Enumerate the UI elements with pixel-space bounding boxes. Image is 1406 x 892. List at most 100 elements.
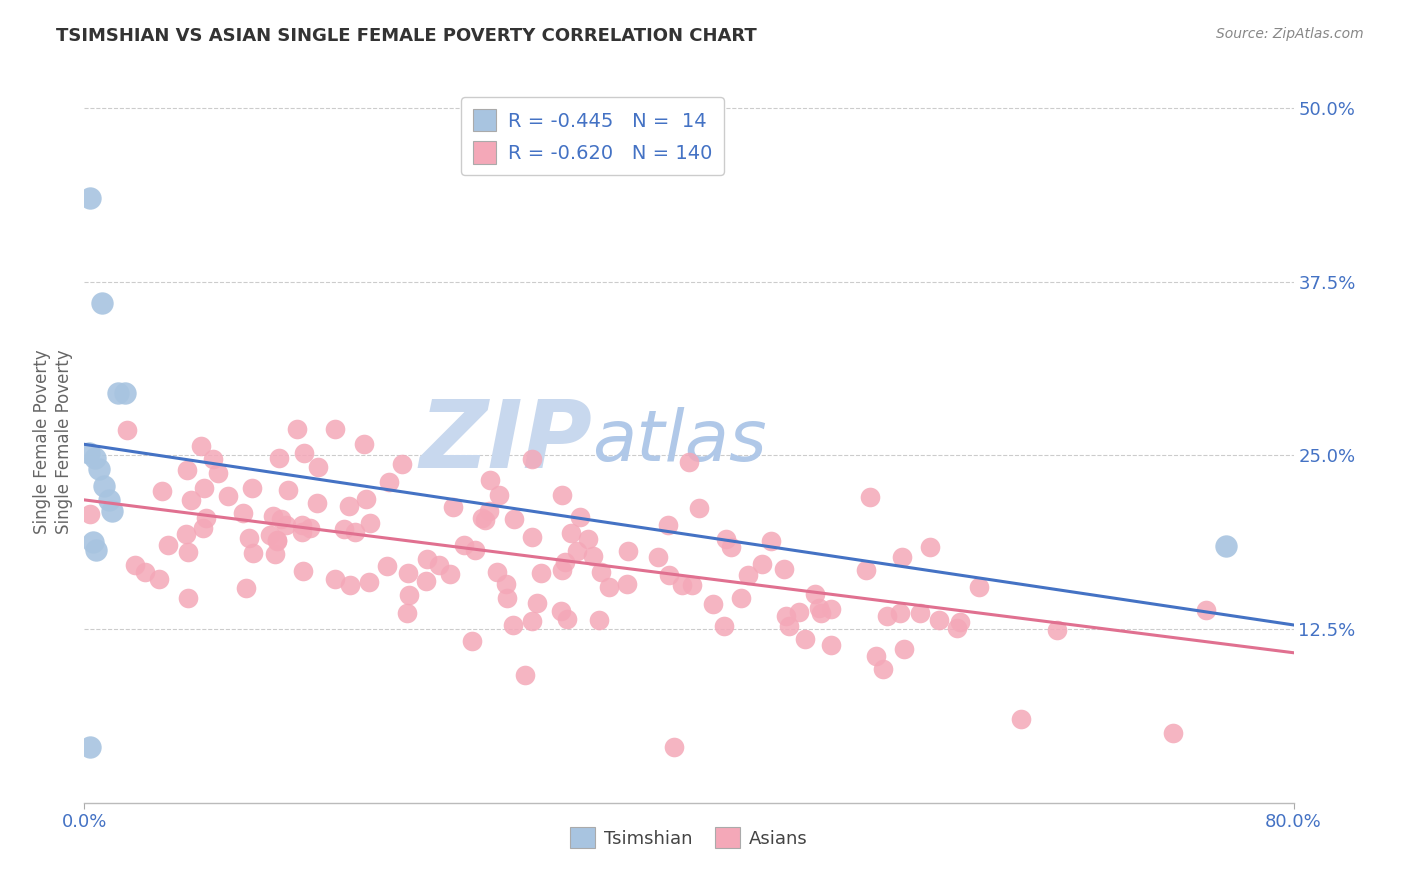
Point: [270, 512, 292, 526]
Point: [291, 518, 314, 533]
Point: [193, 481, 215, 495]
Point: [117, 423, 139, 437]
Point: [232, 506, 254, 520]
Point: [176, 462, 198, 476]
Text: Single Female Poverty: Single Female Poverty: [32, 350, 51, 533]
Point: [890, 550, 912, 565]
Point: [713, 619, 735, 633]
Point: [240, 481, 263, 495]
Point: [176, 527, 198, 541]
Point: [658, 567, 681, 582]
Point: [671, 578, 693, 592]
Point: [808, 601, 831, 615]
Point: [616, 577, 638, 591]
Point: [266, 534, 288, 549]
Point: [79, 508, 101, 522]
Point: [276, 518, 298, 533]
Point: [77, 445, 100, 459]
Point: [657, 517, 679, 532]
Point: [323, 421, 346, 435]
Point: [551, 563, 574, 577]
Point: [337, 500, 360, 514]
Point: [775, 609, 797, 624]
Point: [889, 606, 911, 620]
Point: [714, 532, 737, 546]
Point: [353, 437, 375, 451]
Point: [515, 667, 537, 681]
Point: [124, 558, 146, 573]
Point: [578, 532, 600, 546]
Point: [157, 538, 180, 552]
Point: [79, 191, 101, 205]
Point: [569, 510, 592, 524]
Point: [217, 489, 239, 503]
Point: [678, 455, 700, 469]
Point: [415, 574, 437, 589]
Point: [520, 530, 543, 544]
Point: [180, 492, 202, 507]
Point: [235, 581, 257, 595]
Point: [79, 740, 101, 755]
Point: [359, 516, 381, 530]
Point: [589, 565, 612, 579]
Point: [688, 501, 710, 516]
Point: [190, 439, 212, 453]
Point: [344, 524, 367, 539]
Point: [820, 602, 842, 616]
Point: [148, 572, 170, 586]
Point: [264, 547, 287, 561]
Point: [588, 613, 610, 627]
Point: [928, 613, 950, 627]
Point: [82, 534, 104, 549]
Point: [277, 483, 299, 498]
Point: [554, 554, 576, 568]
Point: [396, 566, 419, 580]
Point: [662, 740, 685, 755]
Point: [193, 521, 215, 535]
Point: [1195, 603, 1218, 617]
Point: [485, 566, 508, 580]
Point: [194, 511, 217, 525]
Point: [97, 492, 120, 507]
Point: [1011, 713, 1033, 727]
Point: [439, 566, 461, 581]
Point: [773, 562, 796, 576]
Point: [855, 563, 877, 577]
Point: [461, 633, 484, 648]
Point: [86, 542, 108, 557]
Point: [84, 451, 107, 466]
Text: ZIP: ZIP: [419, 395, 592, 488]
Point: [91, 295, 114, 310]
Point: [598, 580, 620, 594]
Point: [478, 504, 501, 518]
Point: [398, 588, 420, 602]
Point: [967, 580, 990, 594]
Point: [730, 591, 752, 605]
Point: [441, 500, 464, 514]
Point: [391, 458, 413, 472]
Point: [946, 621, 969, 635]
Legend: Tsimshian, Asians: Tsimshian, Asians: [562, 820, 815, 855]
Point: [93, 479, 115, 493]
Point: [617, 544, 640, 558]
Point: [737, 568, 759, 582]
Point: [803, 587, 825, 601]
Point: [267, 450, 290, 465]
Point: [332, 522, 354, 536]
Point: [908, 607, 931, 621]
Point: [682, 578, 704, 592]
Point: [291, 525, 314, 540]
Point: [100, 504, 122, 518]
Point: [865, 648, 887, 663]
Point: [949, 615, 972, 629]
Point: [471, 510, 494, 524]
Text: TSIMSHIAN VS ASIAN SINGLE FEMALE POVERTY CORRELATION CHART: TSIMSHIAN VS ASIAN SINGLE FEMALE POVERTY…: [56, 27, 756, 45]
Point: [176, 545, 198, 559]
Point: [560, 525, 582, 540]
Point: [1161, 726, 1184, 740]
Point: [520, 614, 543, 628]
Point: [307, 460, 329, 475]
Point: [323, 572, 346, 586]
Point: [551, 488, 574, 502]
Point: [259, 528, 281, 542]
